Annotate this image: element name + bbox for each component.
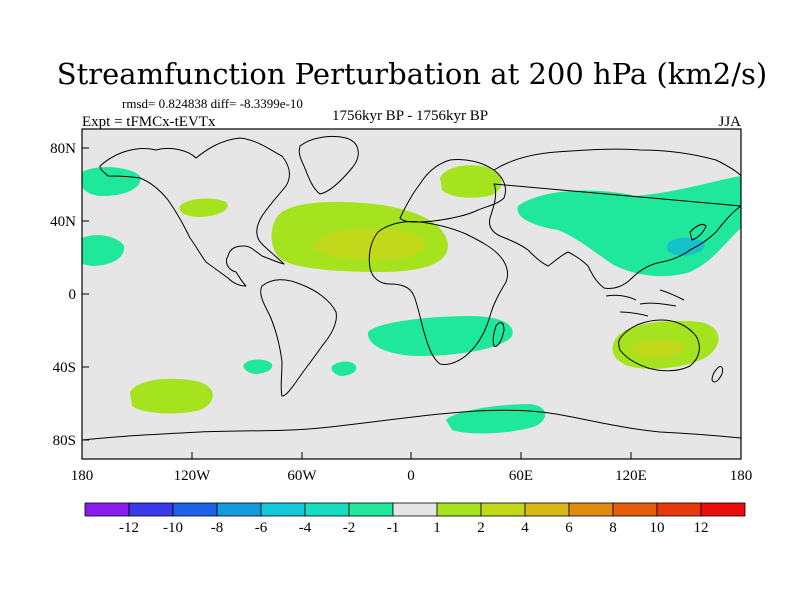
x-tick-label: 120W	[174, 468, 212, 484]
colorbar-label: 1	[433, 520, 441, 536]
coastlines	[81, 135, 742, 441]
colorbar-label: 4	[521, 520, 529, 536]
colorbar-box	[656, 502, 702, 517]
stats-label: rmsd= 0.824838 diff= -8.3399e-10	[122, 96, 303, 111]
colorbar-label: 6	[565, 520, 573, 536]
y-tick-label: 40N	[50, 214, 76, 230]
coast-south-america	[260, 279, 337, 397]
colorbar-label: 8	[609, 520, 617, 536]
colorbar-label: -8	[211, 520, 224, 536]
x-tick-label: 60W	[287, 468, 317, 484]
map-panel	[81, 128, 742, 460]
x-tick-label: 120E	[615, 468, 647, 484]
coast-europe	[399, 159, 507, 223]
anomaly-west-africa-core	[314, 228, 425, 260]
colorbar-label: -4	[299, 520, 312, 536]
y-tick-labels: 80N 40N 0 40S 80S	[50, 141, 76, 449]
colorbar-label: -1	[387, 520, 400, 536]
positive-anomalies	[130, 165, 719, 414]
colorbar-box	[304, 502, 350, 517]
coast-antarctica	[81, 409, 742, 441]
colorbar-box	[172, 502, 218, 517]
coast-greenland	[298, 135, 359, 195]
colorbar-label: 2	[477, 520, 485, 536]
coast-indonesia	[605, 289, 685, 317]
y-tick-label: 80S	[53, 433, 76, 449]
colorbar-label: 12	[694, 520, 709, 536]
x-tick-label: 180	[730, 468, 753, 484]
colorbar-box	[524, 502, 570, 517]
coast-north-america	[99, 137, 290, 287]
colorbar-box	[216, 502, 262, 517]
x-tick-label: 180	[71, 468, 94, 484]
y-tick-label: 80N	[50, 141, 76, 157]
x-tick-label: 60E	[509, 468, 533, 484]
chart-title: Streamfunction Perturbation at 200 hPa (…	[57, 57, 767, 91]
colorbar-label: -2	[343, 520, 356, 536]
coast-australia	[618, 319, 700, 372]
coast-madagascar	[492, 322, 505, 347]
colorbar-label: 10	[650, 520, 665, 536]
colorbar-label: -10	[163, 520, 183, 536]
coast-africa	[368, 221, 509, 365]
colorbar-labels: -12 -10 -8 -6 -4 -2 -1 1 2 4 6 8 10 12	[119, 520, 709, 536]
anomaly-sa-small	[331, 361, 357, 376]
experiment-label: Expt = tFMCx-tEVTx	[82, 114, 216, 130]
anomaly-hawaii	[82, 235, 125, 266]
y-tick-label: 0	[69, 287, 77, 303]
anomaly-alaska	[82, 167, 141, 196]
anomaly-europe	[440, 165, 502, 198]
anomaly-pacific-north	[179, 198, 228, 217]
axis-ticks	[81, 147, 742, 459]
coast-new-zealand	[711, 366, 723, 383]
colorbar-box	[128, 502, 174, 517]
colorbar-box	[84, 502, 130, 517]
coast-japan	[689, 223, 707, 241]
anomaly-australia-core	[630, 339, 685, 358]
colorbar-box	[260, 502, 306, 517]
period-label: 1756kyr BP - 1756kyr BP	[332, 108, 488, 124]
colorbar-label: -6	[255, 520, 268, 536]
anomaly-south-pacific	[130, 378, 213, 414]
anomaly-south-atlantic-indian	[367, 316, 513, 356]
y-tick-label: 40S	[53, 360, 76, 376]
coast-asia	[489, 148, 742, 289]
season-label: JJA	[718, 114, 741, 130]
colorbar-box	[612, 502, 658, 517]
colorbar-box	[436, 502, 482, 517]
colorbar-box	[348, 502, 394, 517]
colorbar	[84, 502, 746, 517]
colorbar-label: -12	[119, 520, 139, 536]
colorbar-box	[568, 502, 614, 517]
x-tick-labels: 180 120W 60W 0 60E 120E 180	[71, 468, 753, 484]
colorbar-box	[700, 502, 746, 517]
colorbar-box	[392, 502, 438, 517]
x-tick-label: 0	[407, 468, 415, 484]
anomaly-sp-small	[243, 359, 273, 374]
colorbar-box	[480, 502, 526, 517]
anomaly-japan-core	[666, 237, 705, 256]
